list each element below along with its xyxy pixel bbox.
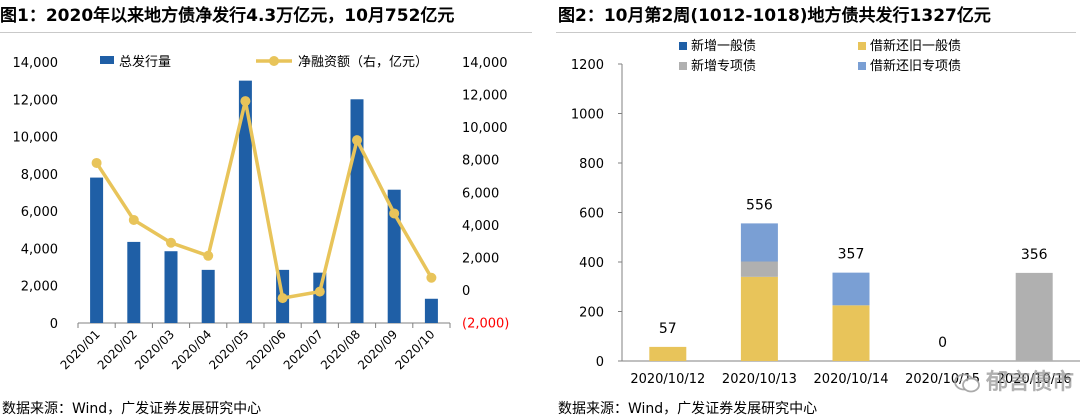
- bar-total-issuance: [238, 80, 252, 324]
- x-axis-category-label: 2020/10/15: [905, 372, 980, 387]
- right-axis-tick-label: 2,000: [462, 251, 499, 266]
- legend-label: 总发行量: [119, 54, 171, 70]
- bar-total-issuance: [350, 99, 364, 324]
- title-divider: [0, 32, 532, 33]
- x-axis-category-label: 2020/05: [206, 327, 251, 372]
- legend-swatch: [679, 42, 687, 50]
- legend-label: 净融资额（右，亿元）: [298, 55, 428, 70]
- legend-swatch: [679, 62, 687, 70]
- data-source-note: 数据来源：Wind，广发证券发展研究中心: [2, 401, 262, 417]
- stacked-bar-segment: [740, 261, 778, 277]
- right-axis-tick-label: 14,000: [462, 56, 508, 71]
- bar-total-label: 356: [1021, 247, 1048, 263]
- chart-panel-2: 图2：10月第2周(1012-1018)地方债共发行1327亿元 0 200 400…: [556, 0, 1080, 420]
- x-axis-category-label: 2020/03: [132, 327, 177, 372]
- left-axis-tick-label: 10,000: [13, 131, 59, 146]
- y-axis-tick-label: 600: [579, 207, 604, 222]
- legend-swatch-bar: [100, 56, 114, 64]
- bar-total-issuance: [201, 269, 215, 323]
- net-financing-point: [128, 214, 139, 225]
- bar-total-label: 357: [838, 247, 865, 263]
- legend-label: 借新还旧一般债: [870, 38, 961, 54]
- y-axis-tick-label: 800: [579, 157, 604, 172]
- net-financing-point: [314, 286, 325, 297]
- x-axis-category-label: 2020/09: [355, 327, 400, 372]
- x-axis-category-label: 2020/06: [244, 327, 289, 372]
- left-axis-tick-label: 2,000: [21, 280, 58, 295]
- bar-total-label: 57: [659, 321, 677, 337]
- y-axis-tick-label: 1000: [571, 108, 604, 123]
- x-axis-category-label: 2020/10/13: [722, 372, 797, 387]
- net-financing-line: [95, 100, 433, 301]
- title-divider: [556, 32, 1076, 33]
- x-axis-category-label: 2020/07: [281, 327, 326, 372]
- y-axis-tick-label: 400: [579, 256, 604, 271]
- left-axis-tick-label: 4,000: [21, 242, 58, 257]
- left-axis-tick-label: 8,000: [21, 168, 58, 183]
- bar-total-label: 556: [746, 197, 773, 213]
- left-axis-tick-label: 6,000: [21, 205, 58, 220]
- wechat-icon: [954, 373, 980, 393]
- data-source-note: 数据来源：Wind，广发证券发展研究中心: [558, 401, 818, 417]
- y-axis-tick-label: 0: [596, 355, 604, 370]
- legend-swatch: [858, 62, 866, 70]
- left-axis-tick-label: 14,000: [13, 56, 59, 71]
- bar-total-issuance: [424, 298, 438, 323]
- y-axis-tick-label: 1200: [571, 58, 604, 73]
- x-axis-category-label: 2020/08: [318, 327, 363, 372]
- x-axis-category-label: 2020/10/14: [814, 372, 889, 387]
- bar-total-issuance: [127, 241, 141, 323]
- left-axis-tick-label: 12,000: [13, 93, 59, 108]
- legend-label: 新增一般债: [691, 38, 756, 54]
- right-axis-tick-label: (2,000): [462, 317, 509, 332]
- stacked-bar-segment: [832, 305, 870, 361]
- combo-chart-svg: 0 2,000 4,000 6,000 8,000 10,000 12,000 14,000 (…: [13, 54, 510, 372]
- legend-label: 新增专项债: [691, 58, 756, 74]
- left-axis-tick-label: 0: [50, 317, 58, 332]
- net-financing-point: [240, 96, 251, 107]
- net-financing-point: [426, 272, 437, 283]
- chart-title: 图1：2020年以来地方债净发行4.3万亿元，10月752亿元: [0, 6, 455, 26]
- watermark-text: 郁言债市: [985, 370, 1074, 395]
- stacked-bar-segment: [740, 276, 778, 361]
- net-financing-point: [352, 135, 362, 146]
- right-axis-tick-label: 10,000: [462, 121, 508, 136]
- watermark: 郁言债市: [954, 364, 1074, 396]
- right-axis-tick-label: 4,000: [462, 219, 499, 234]
- right-axis-tick-label: 0: [462, 284, 470, 299]
- net-financing-point: [166, 237, 176, 248]
- x-axis-category-label: 2020/10/12: [630, 372, 705, 387]
- bar-total-issuance: [164, 251, 178, 323]
- legend-swatch-marker: [269, 56, 279, 66]
- stacked-bar-chart-svg: 0 200 400 600 800 1000 1200 57 2020/10/12 556 2020…: [571, 38, 1080, 387]
- chart-panel-1: 图1：2020年以来地方债净发行4.3万亿元，10月752亿元 0 2,000 4,…: [0, 6, 532, 417]
- bar-total-issuance: [90, 177, 104, 323]
- stacked-bar-segment: [1015, 272, 1053, 361]
- legend-swatch: [858, 42, 866, 50]
- y-axis-tick-label: 200: [579, 306, 604, 321]
- bar-total-label: 0: [938, 335, 947, 351]
- x-axis-category-label: 2020/02: [95, 327, 140, 372]
- net-financing-point: [389, 208, 400, 219]
- legend-label: 借新还旧专项债: [870, 58, 961, 74]
- net-financing-point: [203, 250, 214, 261]
- stacked-bar-segment: [649, 346, 687, 361]
- x-axis-category-label: 2020/04: [169, 327, 214, 372]
- stacked-bar-segment: [740, 223, 778, 262]
- right-axis-tick-label: 12,000: [462, 89, 508, 104]
- net-financing-point: [277, 293, 288, 304]
- stacked-bar-segment: [832, 272, 870, 306]
- chart-title: 图2：10月第2周(1012-1018)地方债共发行1327亿元: [558, 6, 991, 26]
- net-financing-point: [91, 157, 102, 168]
- right-axis-tick-label: 8,000: [462, 154, 499, 169]
- x-axis-category-label: 2020/01: [58, 327, 103, 372]
- right-axis-tick-label: 6,000: [462, 186, 499, 201]
- x-axis-category-label: 2020/10: [392, 327, 437, 372]
- x-axis-category-label: 2020/10/16: [997, 372, 1072, 387]
- bar-total-issuance: [387, 189, 401, 323]
